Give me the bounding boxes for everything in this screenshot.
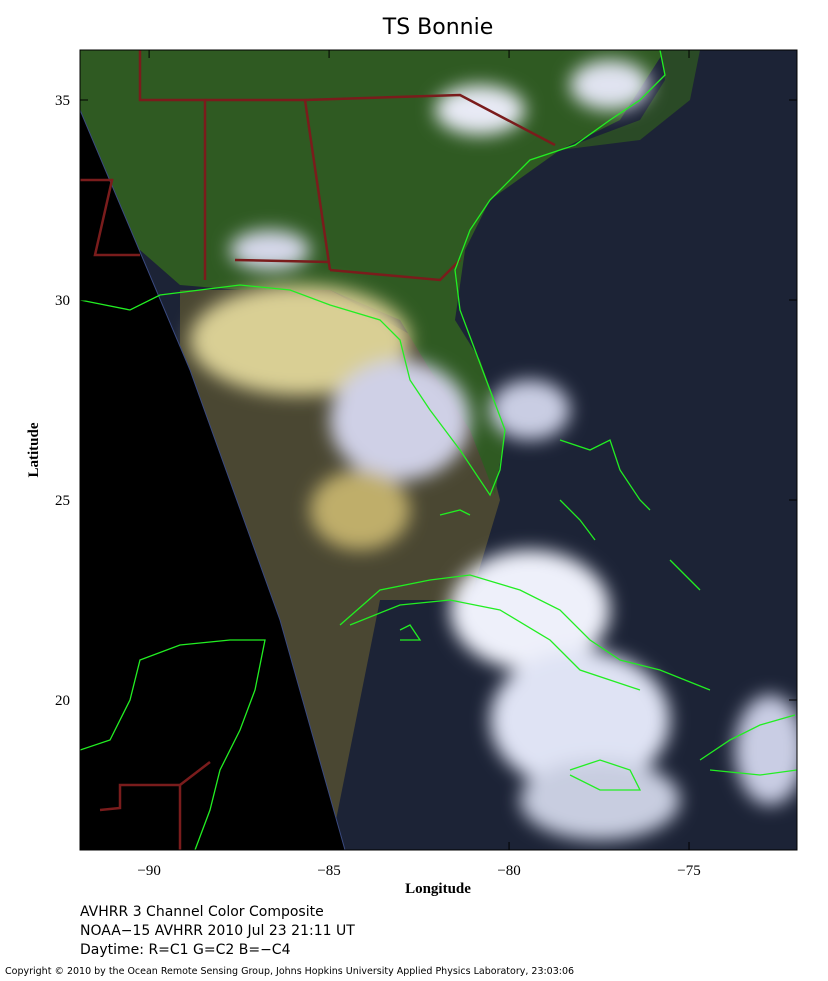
axes: −90 −85 −80 −75 20 25 30 35 bbox=[55, 50, 797, 879]
caption-line: Daytime: R=C1 G=C2 B=−C4 bbox=[80, 942, 291, 958]
x-axis-label: Longitude bbox=[405, 881, 471, 897]
plot-frame bbox=[79, 49, 798, 851]
y-tick-label: 20 bbox=[55, 693, 70, 709]
satellite-image bbox=[80, 50, 797, 850]
x-tick-label: −75 bbox=[677, 863, 700, 879]
x-tick-label: −85 bbox=[317, 863, 340, 879]
copyright: Copyright © 2010 by the Ocean Remote Sen… bbox=[5, 966, 574, 977]
caption-line: AVHRR 3 Channel Color Composite bbox=[80, 904, 324, 920]
x-tick-label: −90 bbox=[137, 863, 160, 879]
y-tick-label: 35 bbox=[55, 93, 70, 109]
y-tick-label: 30 bbox=[55, 293, 70, 309]
x-tick-label: −80 bbox=[497, 863, 520, 879]
caption-line: NOAA−15 AVHRR 2010 Jul 23 21:11 UT bbox=[80, 923, 355, 939]
title: TS Bonnie bbox=[382, 15, 493, 40]
y-axis-label: Latitude bbox=[26, 422, 42, 477]
y-tick-label: 25 bbox=[55, 493, 70, 509]
state-borders bbox=[80, 50, 556, 850]
coastlines bbox=[80, 50, 797, 850]
